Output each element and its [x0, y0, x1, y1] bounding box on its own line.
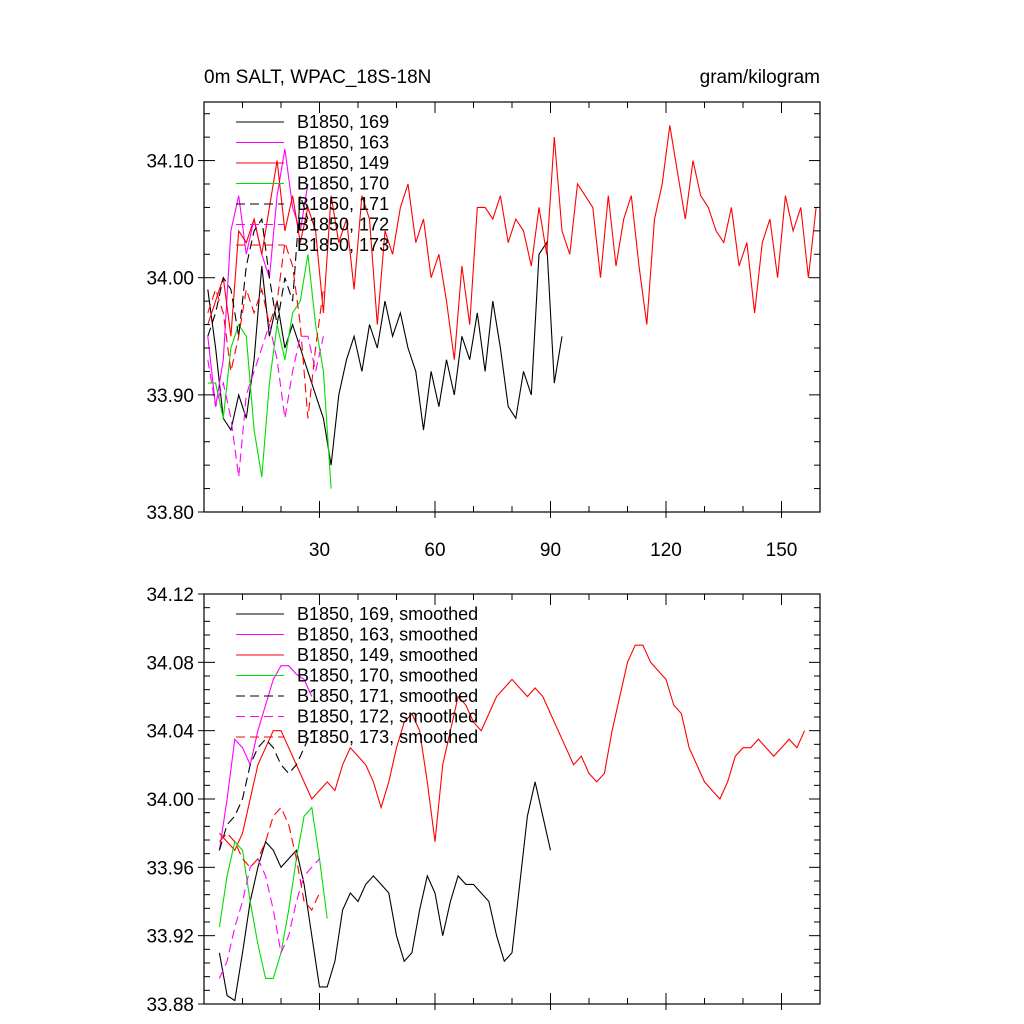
x-tick-label: 60 [424, 540, 445, 561]
legend-entry: B1850, 170, smoothed [297, 666, 478, 686]
y-tick-label: 33.92 [146, 927, 194, 948]
legend-entry: B1850, 173 [297, 235, 389, 255]
chart-title: 0m SALT, WPAC_18S-18N [204, 67, 431, 88]
x-tick-label: 90 [540, 540, 561, 561]
series-line-1 [207, 240, 563, 466]
units-label: gram/kilogram [700, 67, 820, 88]
y-tick-label: 33.88 [146, 995, 194, 1016]
series-line-5 [218, 730, 320, 851]
y-tick-label: 33.90 [146, 386, 194, 407]
legend-entry: B1850, 163 [297, 133, 389, 153]
legend-entry: B1850, 172, smoothed [297, 707, 478, 727]
legend-entry: B1850, 169, smoothed [297, 604, 478, 624]
y-tick-label: 34.04 [146, 722, 194, 743]
legend-entry: B1850, 169 [297, 112, 389, 132]
y-tick-label: 34.12 [146, 585, 194, 606]
y-tick-label: 34.00 [146, 269, 194, 290]
series-line-7 [207, 242, 324, 419]
series-line-4 [207, 254, 332, 489]
series-line-3 [207, 125, 817, 360]
legend-entry: B1850, 172 [297, 215, 389, 235]
x-tick-label: 30 [309, 540, 330, 561]
series-line-7 [218, 806, 321, 911]
y-tick-label: 34.00 [146, 790, 194, 811]
top-panel: 30 60 90 120 150 33.80 33.90 34.00 34.10 B1850, 1… [146, 101, 821, 561]
x-tick-label: 150 [766, 540, 798, 561]
legend-entry: B1850, 149, smoothed [297, 645, 478, 665]
series-line-1 [218, 781, 552, 1002]
series-line-6 [207, 322, 324, 477]
y-tick-label: 34.10 [146, 152, 194, 173]
series-line-4 [218, 806, 328, 979]
legend-entry: B1850, 173, smoothed [297, 727, 478, 747]
legend-entry: B1850, 149 [297, 153, 389, 173]
series-line-2 [218, 665, 313, 851]
legend-entry: B1850, 171, smoothed [297, 686, 478, 706]
legend-entry: B1850, 163, smoothed [297, 625, 478, 645]
series-line-6 [218, 857, 320, 979]
y-tick-label: 33.80 [146, 503, 194, 524]
y-tick-label: 33.96 [146, 858, 194, 879]
series-line-3 [218, 644, 806, 852]
y-tick-label: 34.08 [146, 653, 194, 674]
x-tick-label: 120 [650, 540, 682, 561]
legend-entry: B1850, 170 [297, 174, 389, 194]
series-line-5 [207, 195, 309, 337]
bottom-panel: 33.88 33.92 33.96 34.00 34.04 34.08 34.12 B1850… [146, 585, 821, 1016]
legend-entry: B1850, 171 [297, 194, 389, 214]
